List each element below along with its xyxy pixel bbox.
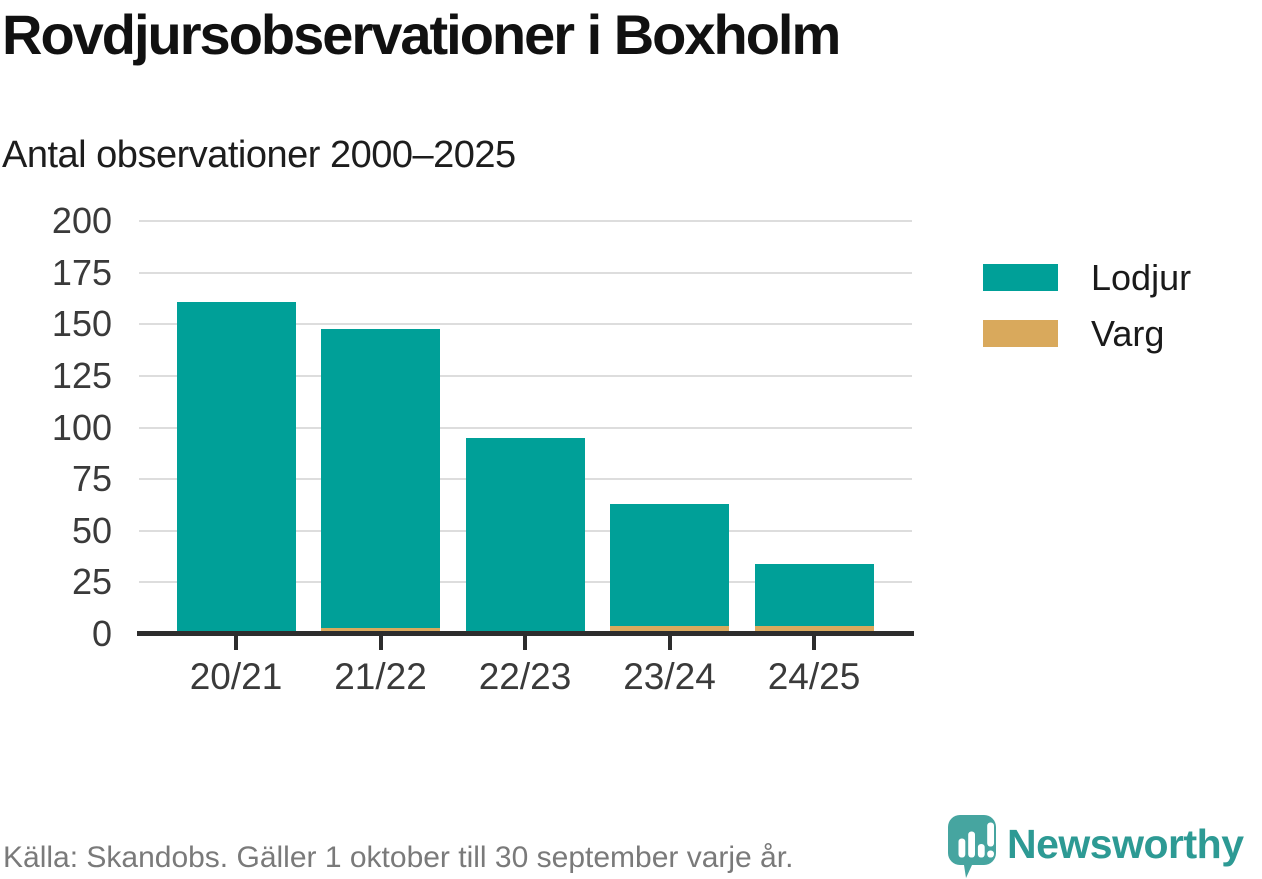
gridline-150 xyxy=(139,323,912,326)
y-tick-label-0: 0 xyxy=(91,613,112,654)
legend-item-varg: Varg xyxy=(983,313,1191,354)
gridline-125 xyxy=(139,375,912,377)
bar-23-24-lodjur xyxy=(610,503,729,626)
x-axis-line xyxy=(137,631,914,636)
source-note: Källa: Skandobs. Gäller 1 oktober till 3… xyxy=(3,841,794,874)
lodjur-swatch xyxy=(983,264,1058,291)
x-tick-label-21-22: 21/22 xyxy=(334,656,427,697)
legend-label-lodjur: Lodjur xyxy=(1091,256,1192,298)
y-tick-label-150: 150 xyxy=(51,303,112,345)
x-tick-label-20-21: 20/21 xyxy=(189,656,283,697)
x-tick-24-25 xyxy=(812,635,816,650)
newsworthy-logo: Newsworthy xyxy=(948,815,1244,878)
newsworthy-logo-icon xyxy=(948,815,996,878)
brand-name: Newsworthy xyxy=(1007,821,1244,867)
x-tick-21-22 xyxy=(378,635,383,650)
chart-legend: Lodjur Varg xyxy=(983,257,1191,376)
gridline-100 xyxy=(139,426,912,429)
x-tick-label-24-25: 24/25 xyxy=(767,656,861,697)
x-tick-label-23-24: 23/24 xyxy=(623,656,716,697)
bar-21-22-varg xyxy=(321,627,440,634)
bar-24-25-lodjur xyxy=(754,563,874,626)
bar-22-23-lodjur xyxy=(465,437,585,634)
chart-subtitle: Antal observationer 2000–2025 xyxy=(2,134,516,176)
y-tick-label-75: 75 xyxy=(71,458,112,500)
varg-swatch xyxy=(983,320,1058,347)
x-tick-22-23 xyxy=(523,635,527,650)
bar-21-22-lodjur xyxy=(321,328,440,628)
bar-20-21-lodjur xyxy=(176,301,296,634)
gridline-175 xyxy=(139,271,912,274)
x-tick-23-24 xyxy=(667,635,672,650)
y-tick-label-200: 200 xyxy=(51,200,112,242)
legend-label-varg: Varg xyxy=(1091,312,1165,354)
logo-bar-2 xyxy=(968,831,975,858)
y-tick-label-125: 125 xyxy=(51,355,112,396)
x-tick-label-22-23: 22/23 xyxy=(478,656,572,697)
logo-bar-1 xyxy=(958,838,966,858)
logo-exclamation-dot xyxy=(987,850,994,858)
y-tick-label-50: 50 xyxy=(71,509,112,551)
y-tick-label-175: 175 xyxy=(51,251,112,293)
y-tick-label-25: 25 xyxy=(71,561,112,603)
bar-24-25-varg xyxy=(754,625,874,634)
logo-bar-3 xyxy=(977,844,985,858)
logo-exclamation-bar xyxy=(987,822,994,847)
bar-23-24-varg xyxy=(610,625,729,634)
page-title: Rovdjursobservationer i Boxholm xyxy=(2,3,841,66)
legend-item-lodjur: Lodjur xyxy=(983,257,1191,298)
y-tick-label-100: 100 xyxy=(51,406,112,448)
gridline-200 xyxy=(139,220,912,223)
x-tick-20-21 xyxy=(234,635,238,650)
